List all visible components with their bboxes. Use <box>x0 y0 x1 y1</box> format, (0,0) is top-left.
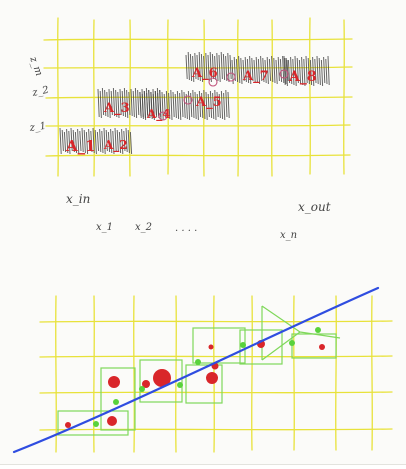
block-labels: A_1 A_2 A_3 A_4 A_5 A_6 A_7 A_8 <box>65 66 317 155</box>
link-circle <box>226 72 236 82</box>
block-label-a2: A_2 <box>103 138 128 153</box>
green-point <box>139 386 145 392</box>
green-box <box>57 410 129 436</box>
red-point <box>65 422 71 428</box>
green-point <box>315 327 321 333</box>
row-label-z2: z_2 <box>30 85 50 99</box>
row-label-zm: z_m <box>27 54 44 77</box>
green-point <box>289 340 295 346</box>
axis-label-xn: x_n <box>280 230 297 241</box>
red-point <box>108 376 120 388</box>
fit-line <box>12 286 380 454</box>
block-label-a4: A_4 <box>146 107 171 122</box>
link-circle <box>208 77 218 87</box>
row-label-z1: z_1 <box>28 121 47 134</box>
top-panel: z_1 z_2 z_m A_1 A_2 A_3 A_4 A_5 A_6 A_7 … <box>27 17 353 241</box>
top-grid <box>43 17 353 177</box>
green-box <box>185 364 223 404</box>
green-point <box>195 359 201 365</box>
green-boxes <box>57 305 341 436</box>
scribble-region <box>185 51 232 83</box>
block-label-a1: A_1 <box>65 137 96 155</box>
red-point <box>107 416 117 426</box>
output-label: x_out <box>298 200 331 214</box>
red-point <box>319 344 325 350</box>
input-label: x_in <box>66 192 90 206</box>
axis-label-x2: x_2 <box>135 222 152 233</box>
green-box <box>239 329 283 365</box>
scribble-region <box>59 127 133 155</box>
red-point <box>153 369 171 387</box>
row-labels: z_1 z_2 z_m <box>27 54 50 134</box>
block-label-a5: A_5 <box>195 95 222 110</box>
green-box <box>192 327 246 364</box>
link-circle <box>183 95 193 105</box>
red-point <box>142 380 150 388</box>
axis-label-ellipsis: . . . . <box>175 223 197 234</box>
bottom-panel <box>12 286 393 454</box>
scribble-regions <box>59 51 330 155</box>
block-label-a6: A_6 <box>191 66 218 81</box>
green-box <box>100 367 136 431</box>
green-point <box>113 399 119 405</box>
block-label-a7: A_7 <box>242 69 269 84</box>
scribble-region <box>231 55 289 85</box>
axis-label-x1: x_1 <box>96 222 113 233</box>
green-point <box>177 382 183 388</box>
scribble-region <box>139 89 230 121</box>
green-point <box>93 421 99 427</box>
bottom-grid <box>39 295 393 453</box>
red-point <box>208 344 214 350</box>
green-sketch-lines <box>261 305 341 361</box>
link-circle <box>158 111 168 121</box>
link-circle <box>279 69 289 79</box>
green-box <box>139 359 183 403</box>
block-label-a3: A_3 <box>103 101 130 116</box>
red-point <box>206 372 218 384</box>
block-label-a8: A_8 <box>288 69 317 85</box>
green-points <box>93 327 321 427</box>
link-circles <box>158 69 289 121</box>
green-point <box>240 342 246 348</box>
green-box <box>291 333 337 359</box>
red-points <box>65 340 325 428</box>
